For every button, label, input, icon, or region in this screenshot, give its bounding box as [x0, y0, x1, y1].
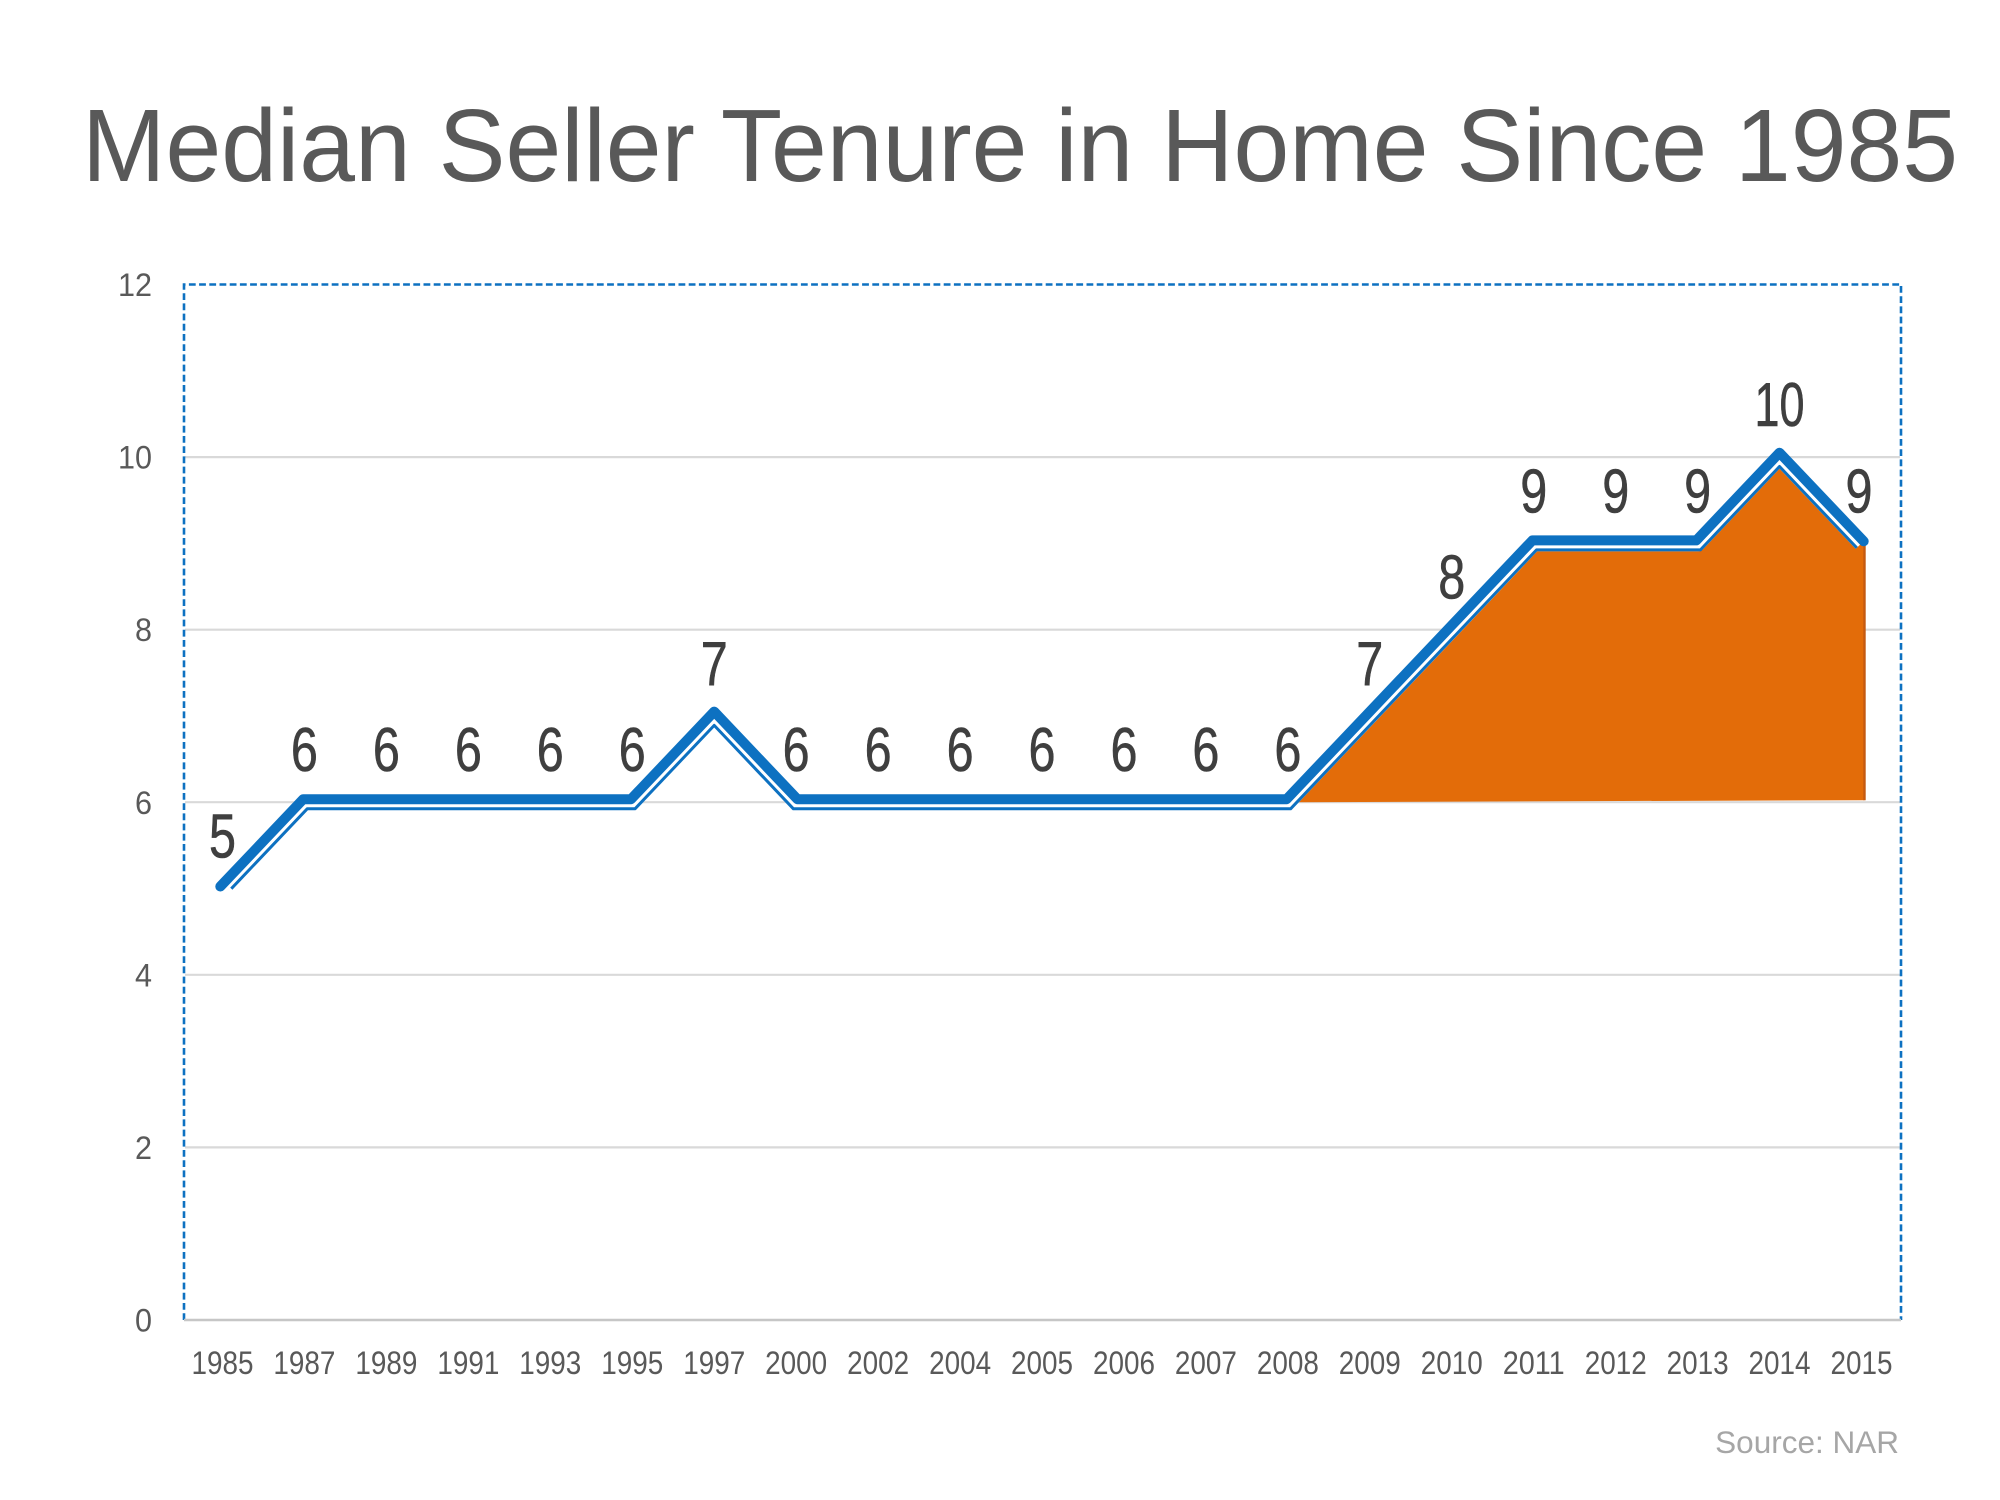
svg-text:1989: 1989 — [355, 1345, 417, 1381]
svg-text:6: 6 — [135, 785, 152, 821]
svg-text:1993: 1993 — [519, 1345, 581, 1381]
svg-text:6: 6 — [865, 716, 892, 785]
svg-text:2010: 2010 — [1421, 1345, 1483, 1381]
svg-text:9: 9 — [1684, 457, 1711, 526]
svg-text:6: 6 — [1111, 716, 1138, 785]
svg-text:7: 7 — [1356, 630, 1383, 699]
svg-text:2006: 2006 — [1093, 1345, 1155, 1381]
svg-text:6: 6 — [455, 716, 482, 785]
svg-text:1995: 1995 — [601, 1345, 663, 1381]
svg-text:9: 9 — [1520, 457, 1547, 526]
svg-text:1987: 1987 — [273, 1345, 335, 1381]
svg-text:6: 6 — [947, 716, 974, 785]
svg-text:12: 12 — [118, 267, 152, 303]
svg-text:6: 6 — [537, 716, 564, 785]
svg-text:8: 8 — [135, 612, 152, 648]
svg-text:6: 6 — [1029, 716, 1056, 785]
svg-text:4: 4 — [135, 957, 152, 993]
svg-text:2007: 2007 — [1175, 1345, 1237, 1381]
svg-text:6: 6 — [783, 716, 810, 785]
svg-text:9: 9 — [1602, 457, 1629, 526]
svg-text:2011: 2011 — [1503, 1345, 1565, 1381]
svg-text:2005: 2005 — [1011, 1345, 1073, 1381]
svg-text:9: 9 — [1846, 457, 1873, 526]
svg-text:10: 10 — [1755, 371, 1805, 440]
svg-text:2015: 2015 — [1831, 1345, 1893, 1381]
svg-text:10: 10 — [118, 440, 152, 476]
svg-text:1997: 1997 — [683, 1345, 745, 1381]
svg-text:2004: 2004 — [929, 1345, 991, 1381]
svg-text:2012: 2012 — [1585, 1345, 1647, 1381]
svg-text:6: 6 — [1274, 716, 1301, 785]
svg-text:6: 6 — [373, 716, 400, 785]
svg-text:8: 8 — [1438, 544, 1465, 613]
svg-text:Median Seller Tenure in Home S: Median Seller Tenure in Home Since 1985 — [82, 88, 1958, 203]
svg-text:1985: 1985 — [192, 1345, 254, 1381]
svg-text:0: 0 — [135, 1303, 152, 1339]
svg-text:6: 6 — [291, 716, 318, 785]
svg-text:Source: NAR: Source: NAR — [1715, 1424, 1899, 1460]
svg-text:2014: 2014 — [1749, 1345, 1811, 1381]
svg-text:2000: 2000 — [765, 1345, 827, 1381]
svg-text:2008: 2008 — [1257, 1345, 1319, 1381]
svg-text:5: 5 — [209, 803, 236, 872]
svg-text:6: 6 — [1192, 716, 1219, 785]
svg-text:2002: 2002 — [847, 1345, 909, 1381]
svg-text:2009: 2009 — [1339, 1345, 1401, 1381]
svg-text:1991: 1991 — [437, 1345, 499, 1381]
svg-text:6: 6 — [619, 716, 646, 785]
svg-text:2: 2 — [135, 1130, 152, 1166]
svg-text:2013: 2013 — [1667, 1345, 1729, 1381]
svg-text:7: 7 — [701, 630, 728, 699]
